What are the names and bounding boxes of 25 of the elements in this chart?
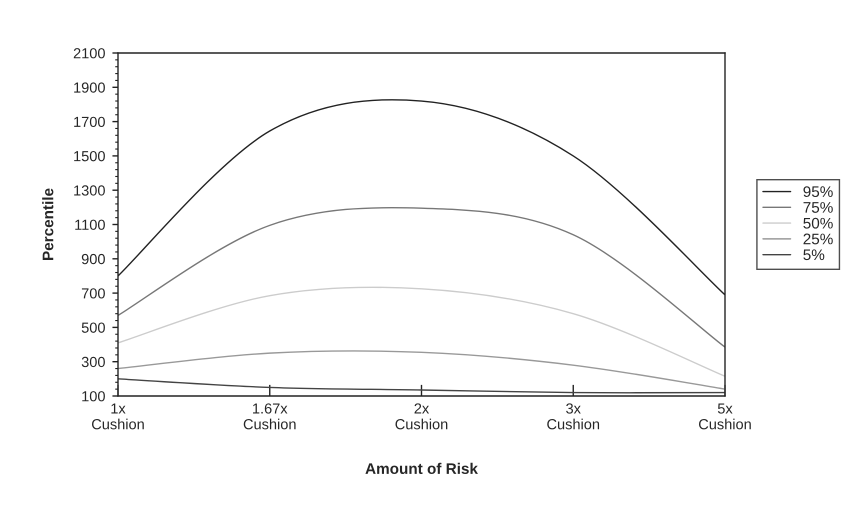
y-tick-label: 1500 [74, 151, 105, 162]
y-tick-label: 1300 [74, 185, 105, 196]
y-tick-label: 1700 [74, 116, 105, 128]
y-tick-label: 700 [82, 288, 105, 299]
y-tick-label: 300 [82, 356, 105, 368]
x-tick-label: 3x Cushion [547, 403, 600, 430]
legend-label: 5% [803, 249, 824, 260]
legend-label: 75% [804, 202, 833, 213]
legend-label: 25% [804, 234, 833, 244]
legend-label: 95% [803, 186, 833, 198]
y-tick-label: 1900 [74, 82, 105, 93]
x-tick-label: 1x Cushion [92, 403, 144, 430]
y-tick-label: 500 [82, 322, 105, 333]
y-tick-label: 900 [82, 254, 105, 264]
x-tick-label: 1.67x Cushion [244, 403, 296, 430]
x-tick-label: 5x Cushion [698, 403, 751, 430]
y-axis-title: Percentile [42, 188, 54, 260]
y-tick-label: 100 [82, 391, 105, 402]
y-tick-label: 2100 [74, 48, 105, 58]
x-axis-title: Amount of Risk [365, 462, 478, 474]
line-series [118, 378, 725, 394]
x-tick-label: 2x Cushion [395, 403, 448, 430]
line-series [118, 207, 725, 348]
y-tick-label: 1100 [75, 220, 105, 230]
legend-label: 50% [803, 218, 833, 229]
